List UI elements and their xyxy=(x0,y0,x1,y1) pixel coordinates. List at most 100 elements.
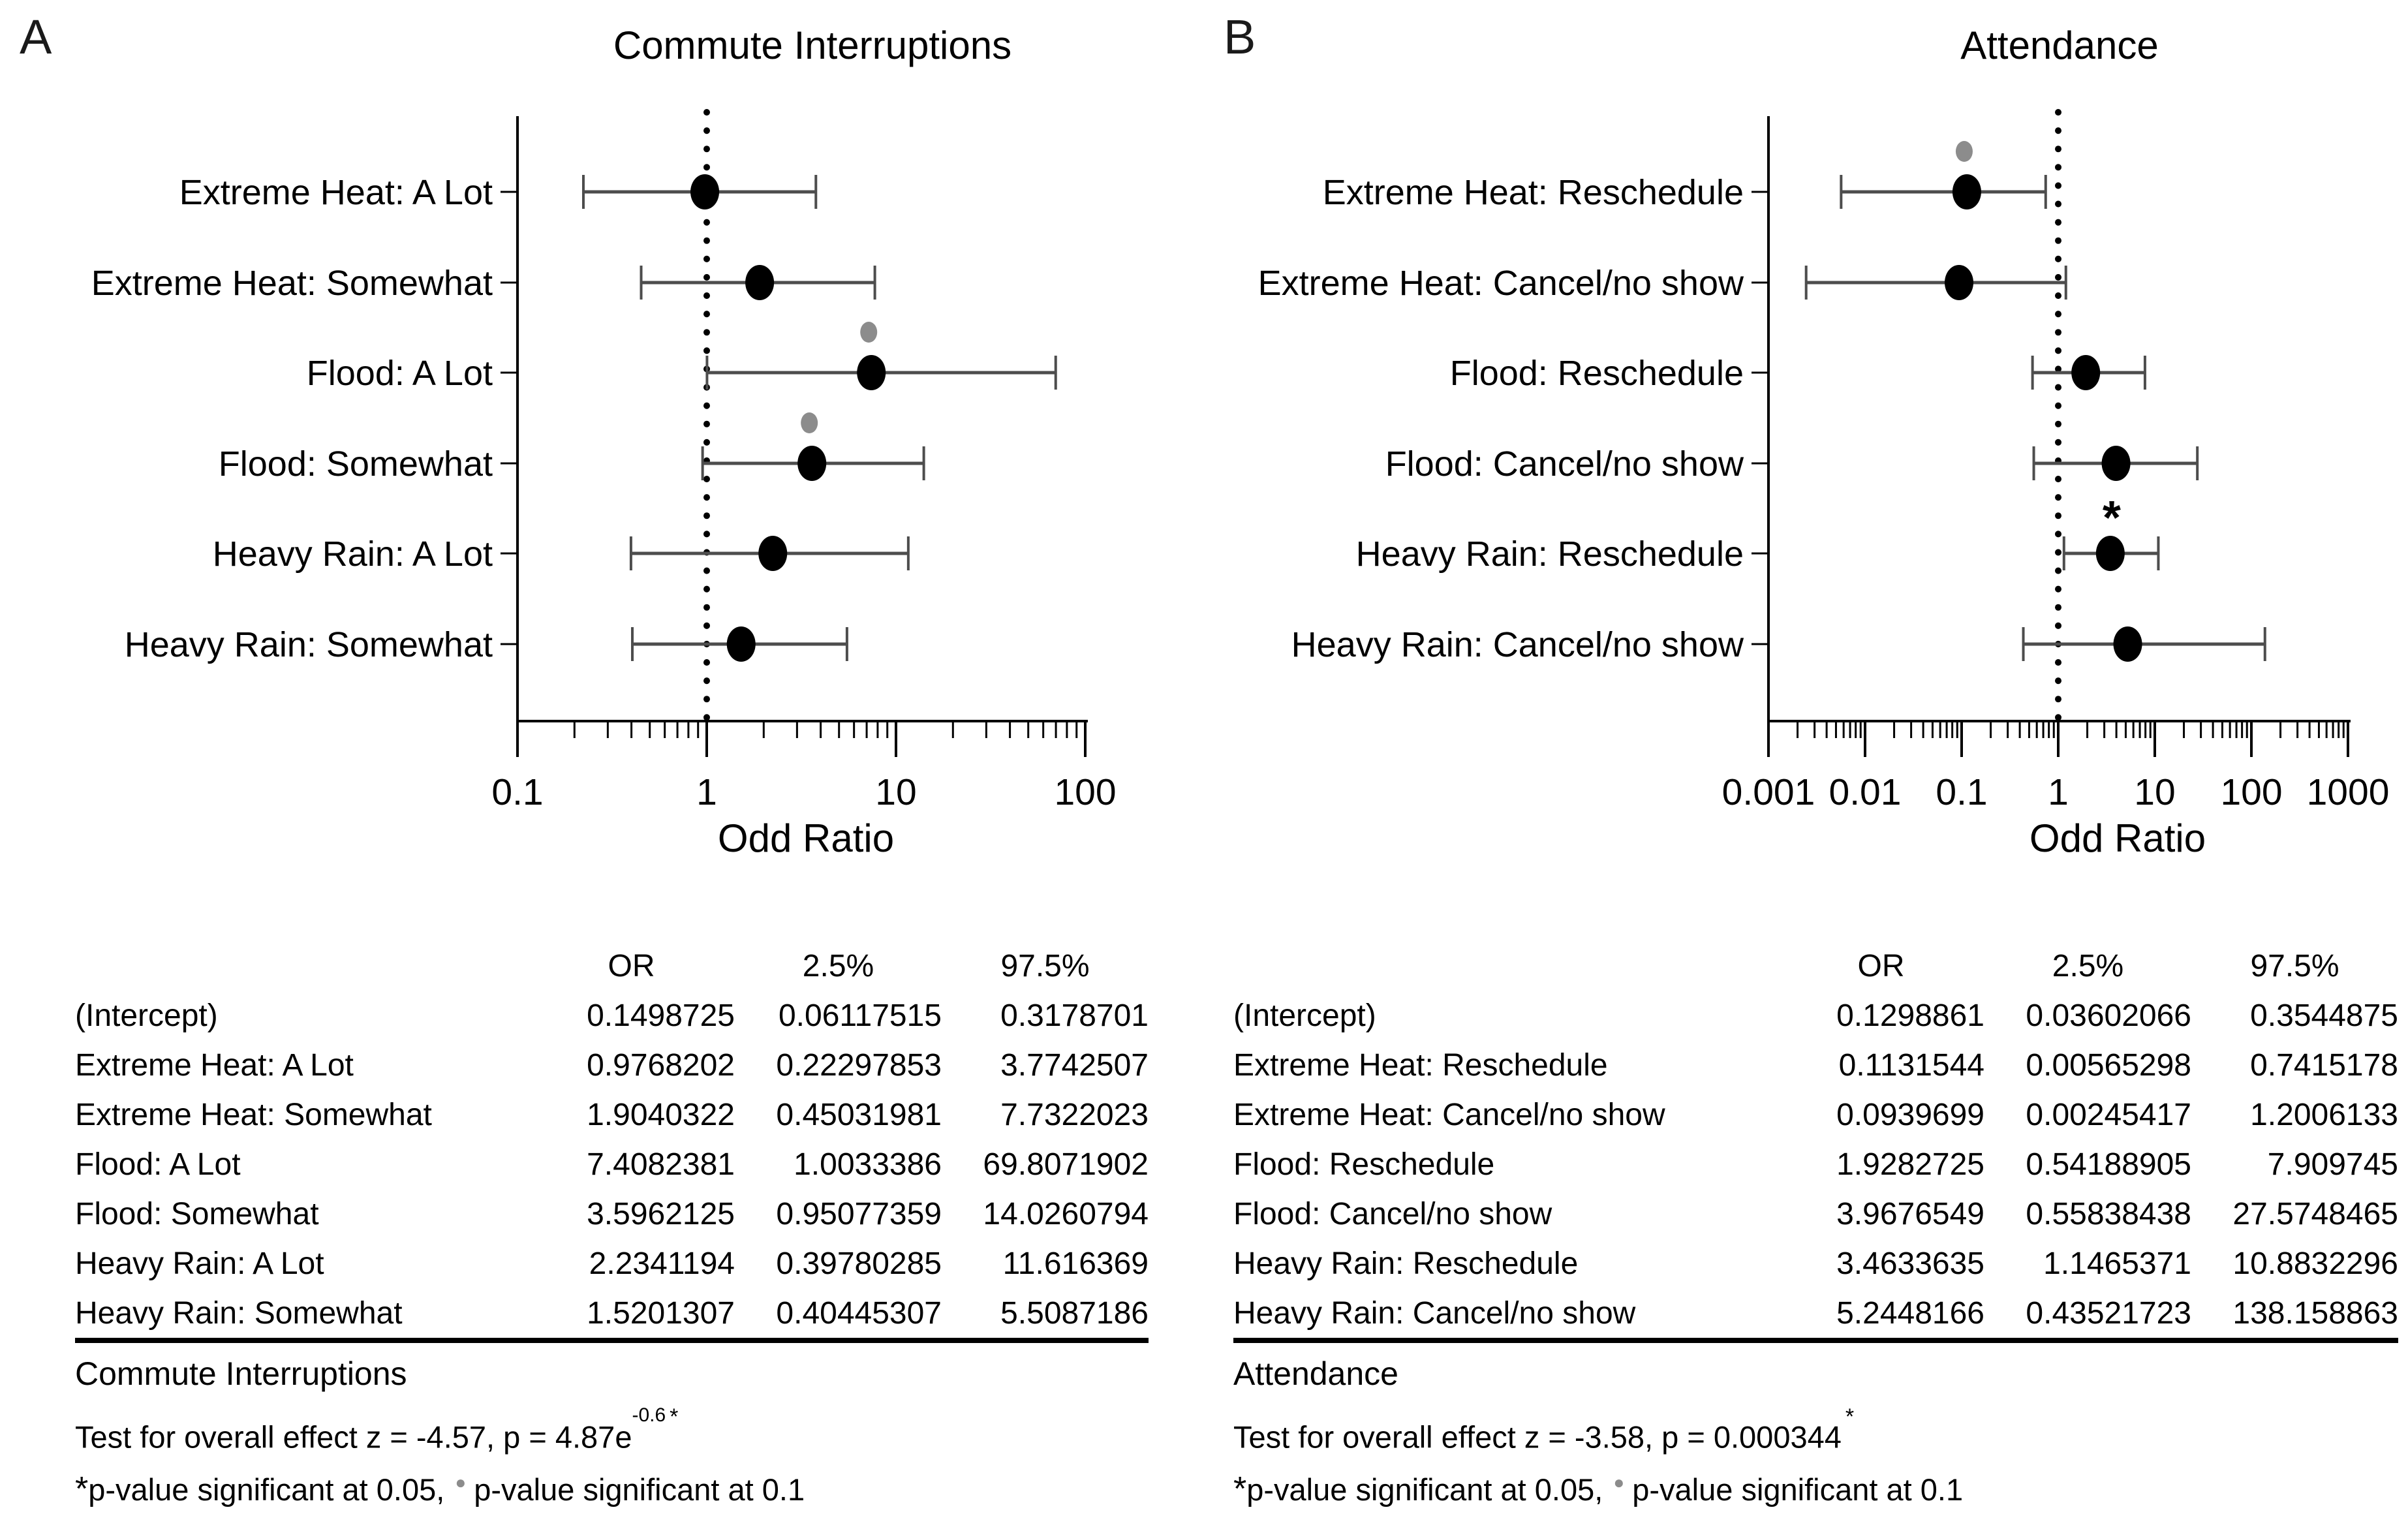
table-row: Heavy Rain: Somewhat 1.5201307 0.40445307 5… xyxy=(75,1288,1149,1338)
row-label: Flood: A Lot xyxy=(75,1147,241,1182)
x-tick-label: 100 xyxy=(1054,771,1116,813)
row-label: Extreme Heat: Cancel/no show xyxy=(1233,1097,1665,1132)
or-marker xyxy=(745,265,775,300)
ci-high-value: 7.7322023 xyxy=(1000,1097,1149,1132)
row-label: (Intercept) xyxy=(75,998,218,1033)
ci-high-value: 0.3178701 xyxy=(1000,998,1149,1033)
row-label: Heavy Rain: Cancel/no show xyxy=(1233,1295,1636,1331)
table-row: (Intercept) 0.1298861 0.03602066 0.3544875 xyxy=(1233,991,2398,1040)
x-tick-label: 0.1 xyxy=(1936,771,1987,813)
table-body: OR 2.5% 97.5% (Intercept) 0.1498725 0.0611751… xyxy=(75,941,1149,1343)
gray-significance-dot xyxy=(860,322,878,343)
table-body: OR 2.5% 97.5% (Intercept) 0.1298861 0.0360206… xyxy=(1233,941,2398,1343)
or-value: 0.1498725 xyxy=(587,998,735,1033)
ci-high-value: 0.7415178 xyxy=(2250,1047,2398,1083)
panel-label-a: A xyxy=(20,10,52,64)
significance-star: * xyxy=(1845,1404,1855,1429)
or-marker xyxy=(2101,446,2131,481)
x-tick-label: 1000 xyxy=(2307,771,2390,813)
stats-table: OR 2.5% 97.5% (Intercept) 0.1298861 0.0360206… xyxy=(1233,941,2398,1343)
x-tick-label: 0.1 xyxy=(491,771,543,813)
row-label: Flood: Somewhat xyxy=(219,444,493,484)
ci-low-value: 0.00565298 xyxy=(2026,1047,2191,1083)
ci-high-value: 14.0260794 xyxy=(983,1196,1149,1231)
ci-low-value: 0.43521723 xyxy=(2026,1295,2191,1331)
x-tick-label: 0.01 xyxy=(1829,771,1902,813)
x-tick-label: 100 xyxy=(2220,771,2282,813)
panel-label-b: B xyxy=(1224,10,1256,64)
ci-low-value: 0.03602066 xyxy=(2026,998,2191,1033)
column-header: 97.5% xyxy=(2250,948,2339,983)
table-row: Heavy Rain: Reschedule 3.4633635 1.1465371… xyxy=(1233,1239,2398,1288)
column-header: OR xyxy=(608,948,655,983)
x-tick-label: 1 xyxy=(696,771,717,813)
table-row: Heavy Rain: Cancel/no show 5.2448166 0.435… xyxy=(1233,1288,2398,1338)
or-value: 3.5962125 xyxy=(587,1196,735,1231)
x-tick-label: 10 xyxy=(875,771,916,813)
or-value: 3.9676549 xyxy=(1836,1196,1984,1231)
row-label: Extreme Heat: Reschedule xyxy=(1233,1047,1608,1083)
or-value: 0.1131544 xyxy=(1838,1047,1984,1083)
x-tick-label: 0.001 xyxy=(1722,771,1815,813)
row-label: Heavy Rain: A Lot xyxy=(75,1246,324,1281)
row-label: Flood: Cancel/no show xyxy=(1385,444,1744,484)
row-label: Heavy Rain: Cancel/no show xyxy=(1291,625,1744,664)
or-marker xyxy=(2113,626,2142,662)
table-row: Flood: Somewhat 3.5962125 0.95077359 14.026… xyxy=(75,1189,1149,1239)
ci-high-value: 5.5087186 xyxy=(1000,1295,1149,1331)
row-label: Extreme Heat: Somewhat xyxy=(91,264,493,303)
table-row: Extreme Heat: Cancel/no show 0.0939699 0.0… xyxy=(1233,1090,2398,1139)
or-value: 1.9282725 xyxy=(1836,1147,1984,1182)
ci-high-value: 10.8832296 xyxy=(2232,1246,2398,1281)
table-row: Flood: Reschedule 1.9282725 0.54188905 7.90… xyxy=(1233,1139,2398,1189)
table-row: Extreme Heat: Reschedule 0.1131544 0.00565… xyxy=(1233,1040,2398,1090)
overall-effect-text: Test for overall effect z = -3.58, p = 0… xyxy=(1233,1404,1854,1455)
ci-high-value: 1.2006133 xyxy=(2250,1097,2398,1132)
ci-low-value: 0.39780285 xyxy=(776,1246,942,1281)
or-marker xyxy=(857,355,886,390)
x-tick-label: 10 xyxy=(2134,771,2175,813)
column-header: 97.5% xyxy=(1000,948,1090,983)
test-exponent: -0.6 xyxy=(632,1404,666,1426)
forest-plot-commute-interruptions: Commute Interruptions Odd Ratio 0.1 1 10 10… xyxy=(91,23,1117,860)
gray-significance-dot xyxy=(801,412,818,433)
row-label: Heavy Rain: A Lot xyxy=(213,534,493,574)
gray-dot-symbol: ● xyxy=(1613,1472,1625,1492)
ci-low-value: 0.45031981 xyxy=(776,1097,942,1132)
or-value: 2.2341194 xyxy=(589,1246,735,1281)
row-label: (Intercept) xyxy=(1233,998,1376,1033)
row-label: Flood: A Lot xyxy=(307,354,493,393)
row-label: Heavy Rain: Somewhat xyxy=(125,625,493,664)
row-label: Flood: Reschedule xyxy=(1450,354,1744,393)
ci-low-value: 0.22297853 xyxy=(776,1047,942,1083)
table-row: Extreme Heat: A Lot 0.9768202 0.22297853 3.… xyxy=(75,1040,1149,1090)
row-label: Extreme Heat: Somewhat xyxy=(75,1097,432,1132)
column-header: 2.5% xyxy=(802,948,874,983)
gray-significance-dot xyxy=(1955,141,1973,162)
table-caption: Attendance xyxy=(1233,1355,1398,1392)
sig-note-01: p-value significant at 0.1 xyxy=(474,1472,805,1507)
significance-star: * xyxy=(670,1404,679,1429)
panel-commute-interruptions: A Commute Interruptions Odd Ratio 0.1 1 10… xyxy=(20,10,1149,1509)
ci-high-value: 0.3544875 xyxy=(2250,998,2398,1033)
x-tick-label: 1 xyxy=(2048,771,2069,813)
row-label: Extreme Heat: A Lot xyxy=(179,173,493,212)
significance-note: *p-value significant at 0.05, ● p-value si… xyxy=(75,1470,805,1509)
or-value: 0.1298861 xyxy=(1836,998,1984,1033)
or-marker xyxy=(690,174,720,209)
overall-effect-text: Test for overall effect z = -4.57, p = 4… xyxy=(75,1404,678,1455)
ci-low-value: 0.06117515 xyxy=(778,998,942,1033)
or-marker xyxy=(1952,174,1981,209)
or-value: 3.4633635 xyxy=(1836,1246,1984,1281)
or-value: 5.2448166 xyxy=(1836,1295,1984,1331)
ci-low-value: 0.55838438 xyxy=(2026,1196,2191,1231)
sig-note-005: p-value significant at 0.05, xyxy=(88,1472,445,1507)
stats-table: OR 2.5% 97.5% (Intercept) 0.1498725 0.0611751… xyxy=(75,941,1149,1343)
forest-plot-attendance: Attendance Odd Ratio 0.001 0.01 0.1 1 10 100 1… xyxy=(1258,23,2390,860)
or-marker xyxy=(758,536,788,571)
ci-high-value: 138.158863 xyxy=(2232,1295,2398,1331)
significance-star: * xyxy=(2103,492,2121,544)
table-row: Heavy Rain: A Lot 2.2341194 0.39780285 11.6… xyxy=(75,1239,1149,1288)
row-label: Heavy Rain: Somewhat xyxy=(75,1295,403,1331)
